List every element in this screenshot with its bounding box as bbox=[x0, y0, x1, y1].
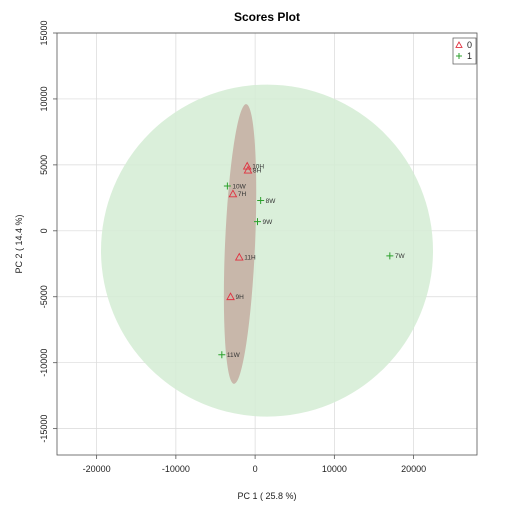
axis-ticks: -20000 -10000 0 10000 20000 -15000 -10000 -5000… bbox=[39, 20, 426, 474]
point-label-8W: 8W bbox=[266, 198, 277, 205]
point-label-11W: 11W bbox=[227, 352, 241, 359]
x-tick-label: 10000 bbox=[322, 464, 347, 474]
legend-label-1: 1 bbox=[467, 51, 472, 61]
x-tick-label: 0 bbox=[253, 464, 258, 474]
legend: 01 bbox=[452, 37, 477, 65]
point-label-9W: 9W bbox=[262, 219, 273, 226]
point-11W bbox=[218, 351, 226, 359]
confidence-ellipse-group-0 bbox=[223, 104, 257, 384]
point-11H bbox=[234, 252, 244, 261]
y-tick-label: 0 bbox=[39, 228, 49, 233]
point-label-7W: 7W bbox=[395, 253, 406, 260]
plot-frame bbox=[56, 32, 478, 456]
y-tick-label: -15000 bbox=[39, 415, 49, 443]
point-label-8H: 8H bbox=[253, 167, 262, 174]
confidence-ellipse-group-1 bbox=[101, 84, 433, 417]
y-tick-label: 10000 bbox=[39, 86, 49, 111]
x-axis-label: PC 1 ( 25.8 %) bbox=[237, 491, 296, 501]
x-tick-label: 20000 bbox=[401, 464, 426, 474]
y-tick-label: 5000 bbox=[39, 155, 49, 175]
y-tick-label: 15000 bbox=[39, 20, 49, 45]
point-label-11H: 11H bbox=[244, 254, 256, 261]
legend-label-0: 0 bbox=[467, 40, 472, 50]
legend-marker-0 bbox=[455, 41, 463, 48]
point-10H bbox=[242, 161, 252, 170]
legend-marker-1 bbox=[456, 53, 462, 59]
point-10W bbox=[223, 182, 231, 190]
point-7W bbox=[386, 252, 394, 260]
point-8W bbox=[257, 196, 265, 204]
x-tick-label: -20000 bbox=[83, 464, 111, 474]
point-label-10W: 10W bbox=[232, 183, 246, 190]
point-label-10H: 10H bbox=[252, 163, 264, 170]
y-tick-label: -10000 bbox=[39, 349, 49, 377]
y-tick-label: -5000 bbox=[39, 285, 49, 308]
x-tick-label: -10000 bbox=[162, 464, 190, 474]
y-axis-label: PC 2 ( 14.4 %) bbox=[14, 214, 24, 273]
legend-box bbox=[452, 37, 477, 65]
point-9W bbox=[253, 218, 261, 226]
point-8H bbox=[243, 165, 253, 174]
point-label-7H: 7H bbox=[238, 191, 247, 198]
chart-title: Scores Plot bbox=[234, 10, 300, 24]
point-7H bbox=[228, 189, 238, 198]
point-label-9H: 9H bbox=[236, 294, 245, 301]
confidence-ellipses bbox=[101, 84, 433, 417]
point-9H bbox=[226, 292, 235, 301]
